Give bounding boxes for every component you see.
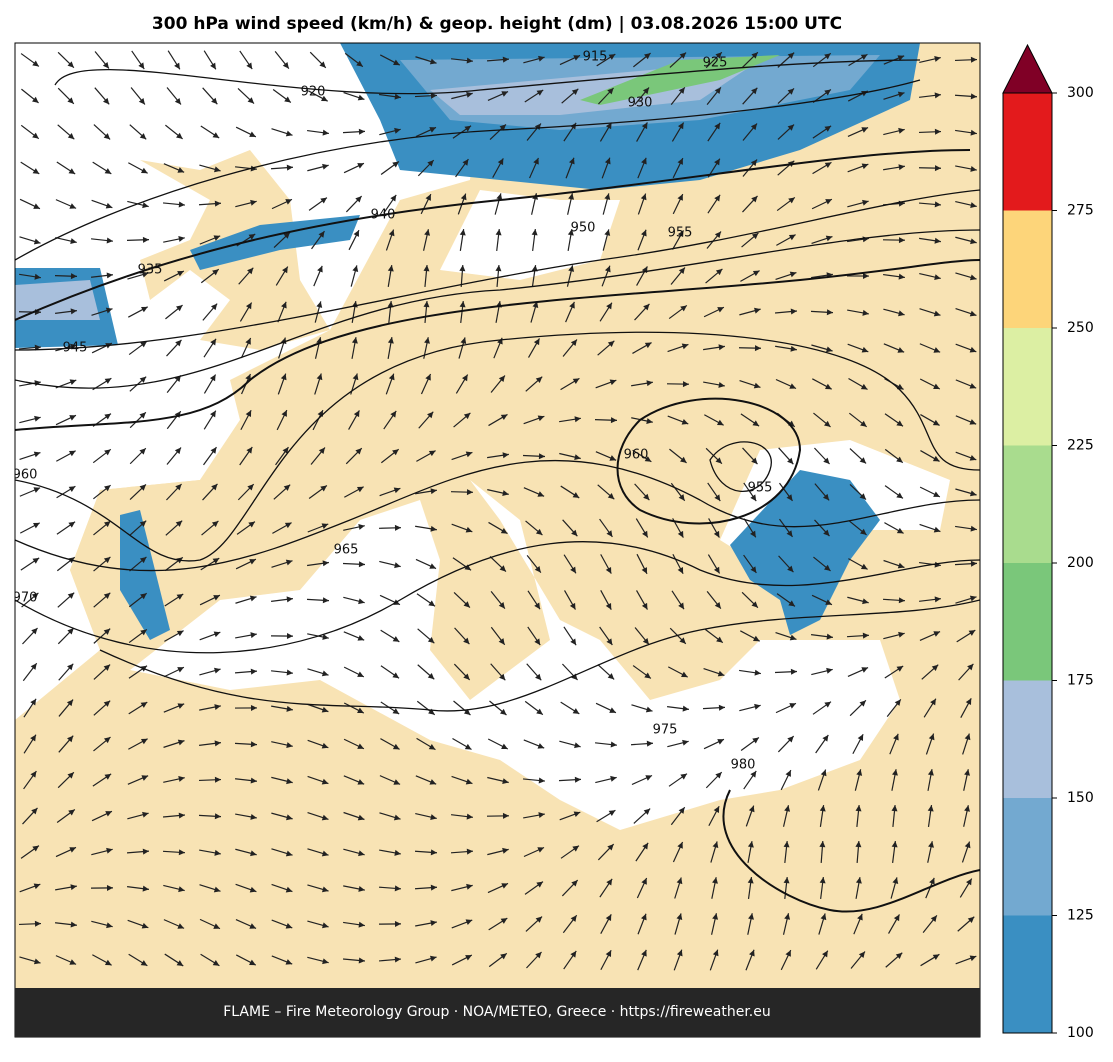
footer: FLAME – Fire Meteorology Group · NOA/MET… — [223, 1004, 771, 1020]
colorbar-tick-label: 300 — [1067, 85, 1094, 101]
contour-label: 965 — [334, 543, 359, 558]
contour-label: 920 — [301, 85, 326, 100]
colorbar-tick-label: 100 — [1067, 1025, 1094, 1041]
contour-label: 955 — [668, 226, 693, 241]
contour-label: 915 — [583, 50, 608, 65]
colorbar-tick-label: 150 — [1067, 790, 1094, 806]
contour-label: 940 — [371, 208, 396, 223]
title: 300 hPa wind speed (km/h) & geop. height… — [152, 14, 842, 34]
contour-label: 950 — [571, 221, 596, 236]
contour-label: 980 — [731, 758, 756, 773]
colorbar-segment — [1003, 211, 1052, 329]
colorbar-segment — [1003, 328, 1052, 446]
colorbar-tick-label: 175 — [1067, 673, 1094, 689]
colorbar-segment — [1003, 446, 1052, 564]
colorbar-segment — [1003, 681, 1052, 799]
contour-label: 935 — [138, 263, 163, 278]
colorbar-segment — [1003, 798, 1052, 916]
map: 915 920 925 930 935 940 945 950 955 955 960 960 965 9… — [9, 43, 980, 988]
contour-label: 945 — [63, 341, 88, 356]
contour-label: 930 — [628, 96, 653, 111]
colorbar: 100 125 150 175 200 225 250 275 300 — [1003, 45, 1094, 1041]
colorbar-extend — [1003, 45, 1052, 93]
colorbar-segment — [1003, 93, 1052, 211]
contour-label: 955 — [748, 481, 773, 496]
colorbar-segment — [1003, 916, 1052, 1034]
colorbar-segment — [1003, 563, 1052, 681]
colorbar-tick-label: 275 — [1067, 203, 1094, 219]
colorbar-tick-label: 225 — [1067, 438, 1094, 454]
contour-label: 960 — [624, 448, 649, 463]
colorbar-tick-label: 125 — [1067, 908, 1094, 924]
contour-label: 975 — [653, 723, 678, 738]
contour-label: 960 — [13, 468, 38, 483]
colorbar-tick-label: 200 — [1067, 555, 1094, 571]
contour-label: 970 — [13, 591, 38, 606]
colorbar-tick-label: 250 — [1067, 320, 1094, 336]
contour-label: 925 — [703, 56, 728, 71]
